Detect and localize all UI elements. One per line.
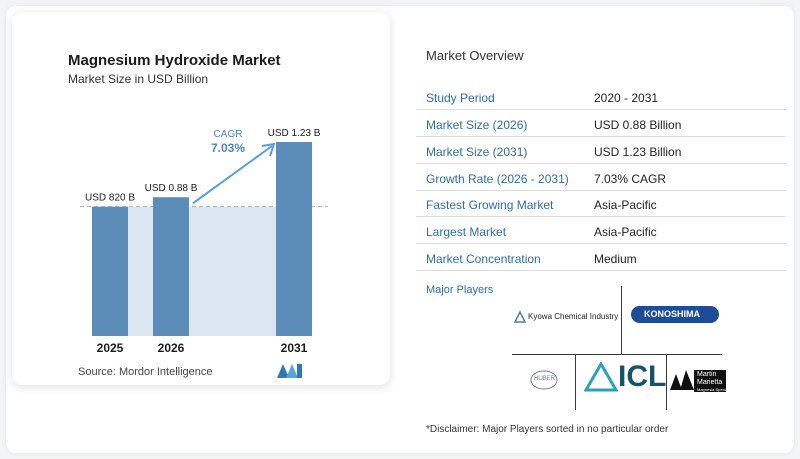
- growth-band: [128, 206, 276, 336]
- overview-row: Fastest Growing Market Asia-Pacific: [416, 191, 786, 217]
- overview-key: Market Size (2031): [426, 145, 528, 159]
- chart-subtitle: Market Size in USD Billion: [68, 72, 209, 86]
- overview-value: USD 0.88 Billion: [594, 118, 682, 132]
- overview-row: Market Size (2026) USD 0.88 Billion: [416, 111, 786, 137]
- bar: [153, 197, 189, 336]
- martin-marietta-logo-text-3: Magnesia Specialties: [697, 387, 735, 392]
- category-label: 2026: [158, 341, 185, 355]
- overview-value: Asia-Pacific: [594, 225, 657, 239]
- players-divider: [621, 286, 622, 354]
- icl-logo-text: ICL: [618, 360, 667, 393]
- cagr-label: CAGR: [214, 129, 243, 140]
- huber-logo-text: HUBER: [534, 376, 556, 382]
- martin-marietta-logo-icon: [670, 370, 694, 390]
- overview-key: Fastest Growing Market: [426, 198, 554, 212]
- overview-key: Largest Market: [426, 225, 507, 239]
- cagr-arrow: [192, 145, 273, 205]
- konoshima-logo-text: KONOSHIMA: [644, 309, 700, 319]
- bar: [276, 142, 312, 336]
- players-divider: [512, 354, 722, 355]
- huber-logo-icon: [530, 370, 558, 390]
- data-label: USD 820 B: [85, 193, 135, 204]
- overview-row: Largest Market Asia-Pacific: [416, 218, 786, 244]
- overview-value: USD 1.23 Billion: [594, 145, 682, 159]
- overview-value: 2020 - 2031: [594, 91, 659, 105]
- major-players-title: Major Players: [426, 284, 494, 296]
- data-label: USD 1.23 B: [268, 128, 321, 139]
- category-label: 2025: [97, 341, 124, 355]
- kyowa-logo-text: Kyowa Chemical Industry: [528, 312, 619, 321]
- category-label: 2031: [281, 341, 308, 355]
- overview-row: Growth Rate (2026 - 2031) 7.03% CAGR: [416, 165, 786, 191]
- overview-key: Growth Rate (2026 - 2031): [426, 172, 569, 186]
- martin-marietta-logo-box: [694, 370, 726, 392]
- martin-marietta-logo-text-1: Martin: [697, 371, 717, 378]
- bar: [92, 206, 128, 336]
- data-label: USD 0.88 B: [145, 183, 198, 194]
- overview-row: Market Size (2031) USD 1.23 Billion: [416, 138, 786, 164]
- konoshima-logo: [631, 306, 719, 323]
- overview-key: Study Period: [426, 91, 495, 105]
- players-divider: [666, 354, 667, 410]
- chart-title: Magnesium Hydroxide Market: [68, 52, 281, 69]
- overview-value: Medium: [594, 252, 637, 266]
- cagr-arrowhead: [261, 142, 276, 157]
- mordor-intelligence-logo-icon: [277, 364, 302, 378]
- kyowa-logo-icon: [513, 310, 527, 323]
- overview-row: Market Concentration Medium: [416, 245, 786, 271]
- source-label: Source: Mordor Intelligence: [78, 366, 213, 378]
- disclaimer: *Disclaimer: Major Players sorted in no …: [426, 424, 669, 435]
- overview-value: 7.03% CAGR: [594, 172, 667, 186]
- martin-marietta-logo-text-2: Marietta: [697, 379, 723, 386]
- players-divider: [575, 354, 576, 410]
- overview-row: Study Period 2020 - 2031: [416, 84, 786, 110]
- icl-logo-icon: [584, 362, 618, 392]
- overview-title: Market Overview: [426, 48, 524, 63]
- overview-value: Asia-Pacific: [594, 198, 657, 212]
- overview-key: Market Concentration: [426, 252, 541, 266]
- overview-key: Market Size (2026): [426, 118, 528, 132]
- cagr-value: 7.03%: [211, 141, 245, 155]
